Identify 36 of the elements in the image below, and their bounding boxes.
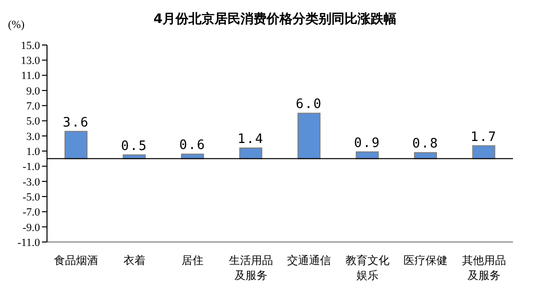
chart-title: 4月份北京居民消费价格分类别同比涨跌幅 [153,12,397,27]
y-tick-label: 13.0 [20,55,40,68]
y-axis-title: (%) [8,19,24,31]
x-tick-label: 医疗保健 [404,254,448,267]
x-tick-label: 教育文化娱乐 [345,254,390,282]
bar [472,145,496,160]
x-tick-label: 食品烟酒 [54,254,98,267]
bar [298,112,320,160]
y-tick-label: -5.0 [22,191,40,204]
y-tick-label: 7.0 [26,100,40,113]
data-label: 0.8 [412,136,439,152]
data-label: 0.6 [179,138,206,154]
y-tick-label: -9.0 [22,222,40,234]
data-label: 3.6 [62,115,90,130]
x-tick-label: 其他用品及服务 [462,254,506,282]
y-tick-label: -11.0 [17,236,40,249]
data-label: 6.0 [296,97,322,112]
y-tick-label: -7.0 [22,206,40,219]
y-tick-label: 15.0 [20,40,40,52]
x-tick-label: 居住 [182,254,204,267]
y-tick-label: 9.0 [26,85,40,98]
y-tick-label: 3.0 [26,130,40,143]
y-tick-label: -1.0 [22,161,40,174]
bar [239,148,262,160]
x-tick-label: 衣着 [123,254,146,267]
y-tick-label: 5.0 [26,116,40,128]
x-tick-label: 生活用品及服务 [228,254,273,282]
bar [64,130,88,160]
x-tick-label: 交通通信 [287,254,332,267]
data-label: 1.4 [238,132,264,148]
y-tick-label: -3.0 [22,176,40,188]
y-tick-label: 1.0 [26,146,40,158]
data-label: 1.7 [470,130,497,145]
data-label: 0.5 [121,138,148,154]
y-tick-label: 11.0 [21,70,40,82]
data-label: 0.9 [354,136,380,151]
